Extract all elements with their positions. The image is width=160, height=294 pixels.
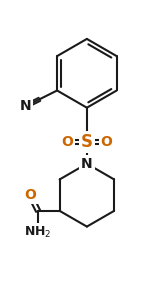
Text: N: N: [20, 99, 31, 113]
Text: O: O: [24, 188, 36, 202]
Text: O: O: [101, 135, 112, 149]
Text: NH$_2$: NH$_2$: [24, 225, 52, 240]
Text: S: S: [81, 133, 93, 151]
Text: O: O: [61, 135, 73, 149]
Text: N: N: [81, 157, 93, 171]
